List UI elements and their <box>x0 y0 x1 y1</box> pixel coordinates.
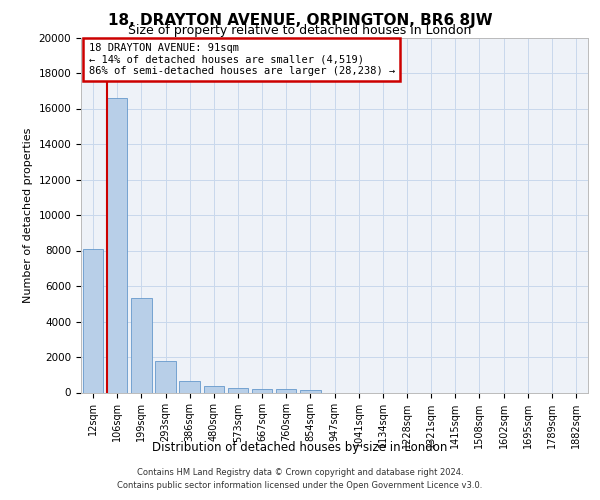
Bar <box>155 362 176 392</box>
Bar <box>252 388 272 392</box>
Bar <box>300 390 320 392</box>
Text: 18, DRAYTON AVENUE, ORPINGTON, BR6 8JW: 18, DRAYTON AVENUE, ORPINGTON, BR6 8JW <box>107 12 493 28</box>
Text: Contains public sector information licensed under the Open Government Licence v3: Contains public sector information licen… <box>118 480 482 490</box>
Text: 18 DRAYTON AVENUE: 91sqm
← 14% of detached houses are smaller (4,519)
86% of sem: 18 DRAYTON AVENUE: 91sqm ← 14% of detach… <box>89 43 395 76</box>
Bar <box>276 390 296 392</box>
Text: Size of property relative to detached houses in London: Size of property relative to detached ho… <box>128 24 472 37</box>
Bar <box>203 386 224 392</box>
Bar <box>107 98 127 392</box>
Y-axis label: Number of detached properties: Number of detached properties <box>23 128 33 302</box>
Bar <box>83 248 103 392</box>
Bar <box>179 381 200 392</box>
Text: Contains HM Land Registry data © Crown copyright and database right 2024.: Contains HM Land Registry data © Crown c… <box>137 468 463 477</box>
Bar <box>131 298 152 392</box>
Bar <box>227 388 248 392</box>
Text: Distribution of detached houses by size in London: Distribution of detached houses by size … <box>152 441 448 454</box>
